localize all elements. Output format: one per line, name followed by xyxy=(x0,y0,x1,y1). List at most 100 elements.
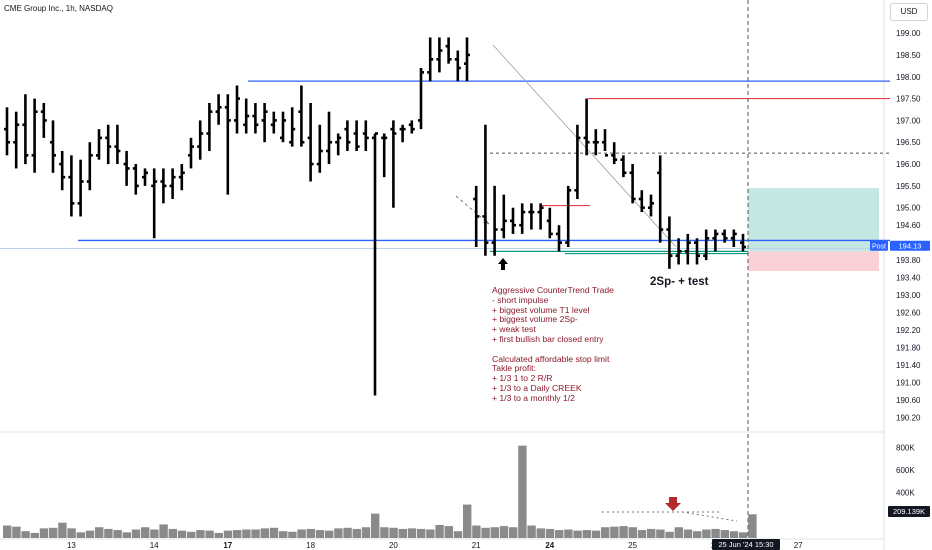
volume-bar xyxy=(343,527,352,538)
volume-bar xyxy=(361,527,371,538)
price-tick-label: 194.60 xyxy=(896,221,921,230)
currency-button[interactable]: USD xyxy=(890,3,928,21)
position-label: Post xyxy=(872,244,886,251)
volume-bar xyxy=(177,530,187,538)
volume-bar xyxy=(67,528,76,538)
volume-bar xyxy=(389,527,398,538)
last-volume-badge xyxy=(888,506,930,517)
volume-bar xyxy=(233,530,242,538)
chart-drawings xyxy=(455,0,749,550)
price-tick-label: 191.80 xyxy=(896,343,921,352)
volume-bar xyxy=(315,530,325,538)
note-line: + 1/3 to a monthly 1/2 xyxy=(492,392,575,403)
volume-bar xyxy=(95,527,104,538)
volume-bar xyxy=(187,531,196,538)
volume-tick-label: 400K xyxy=(896,489,915,498)
loss-zone xyxy=(748,251,879,272)
trade-notes: Aggressive CounterTrend Trade - short imp… xyxy=(492,285,614,404)
volume-bar xyxy=(297,529,306,538)
volume-bar xyxy=(739,532,748,538)
note-line: + biggest volume 2Sp- xyxy=(492,314,578,325)
note-line: + 1/3 to a Daily CREEK xyxy=(492,382,582,393)
crosshair-time-badge xyxy=(712,539,780,550)
time-tick-label: 21 xyxy=(472,541,481,550)
horizontal-levels xyxy=(0,80,890,255)
volume-bar xyxy=(288,531,297,538)
volume-bar xyxy=(683,529,693,538)
volume-bar xyxy=(39,528,49,538)
trend-line xyxy=(492,44,677,248)
risk-reward-zones xyxy=(748,188,879,272)
price-tick-label: 198.50 xyxy=(896,51,921,60)
price-tick-label: 193.80 xyxy=(896,256,921,265)
volume-bar xyxy=(573,530,582,538)
volume-axis: 800K 600K 400K xyxy=(896,443,915,497)
time-tick-label: 13 xyxy=(67,541,76,550)
note-line: Takle profit: xyxy=(492,363,536,374)
volume-bar xyxy=(306,528,315,538)
chart-grid xyxy=(0,0,885,550)
volume-bar xyxy=(380,527,389,538)
note-line: Calculated affordable stop limit xyxy=(492,353,610,364)
volume-bar xyxy=(205,530,214,538)
volume-bar xyxy=(141,527,150,538)
volume-bar xyxy=(637,530,647,538)
volume-bar xyxy=(279,531,288,538)
price-tick-label: 190.60 xyxy=(896,396,921,405)
volume-bar xyxy=(407,528,417,538)
volume-bar xyxy=(490,527,499,538)
price-tick-label: 192.20 xyxy=(896,326,921,335)
price-tick-label: 195.50 xyxy=(896,182,921,191)
volume-bar xyxy=(472,525,481,538)
profit-zone xyxy=(748,188,879,252)
dashed-arrow-line xyxy=(455,195,490,225)
volume-bar xyxy=(545,528,555,538)
volume-bar xyxy=(214,532,223,538)
volume-bar xyxy=(463,504,472,538)
volume-bar xyxy=(444,526,453,538)
volume-bar xyxy=(334,528,343,538)
trade-label: 2Sp- + test xyxy=(650,276,709,288)
price-tick-label: 193.00 xyxy=(896,291,921,300)
price-tick-label: 195.00 xyxy=(896,204,921,213)
price-tick-label: 196.50 xyxy=(896,138,921,147)
volume-bars xyxy=(3,445,757,538)
time-tick-label: 25 xyxy=(628,541,637,550)
volume-bar xyxy=(196,530,205,538)
volume-bar xyxy=(499,526,509,538)
volume-bar xyxy=(711,528,720,538)
crosshair-time-label: 25 Jun '24 15:30 xyxy=(718,540,773,549)
volume-bar xyxy=(582,530,591,538)
time-tick-label: 24 xyxy=(545,541,554,550)
volume-bar xyxy=(748,514,757,538)
volume-dashed-slope xyxy=(681,511,738,522)
price-tick-label: 192.60 xyxy=(896,308,921,317)
volume-tick-label: 600K xyxy=(896,466,915,475)
time-tick-label: 20 xyxy=(389,541,398,550)
volume-bar xyxy=(131,529,141,538)
volume-bar xyxy=(435,524,444,538)
volume-bar xyxy=(352,528,361,538)
price-tick-label: 198.00 xyxy=(896,73,921,82)
volume-bar xyxy=(12,526,21,538)
volume-bar xyxy=(720,530,729,538)
volume-bar xyxy=(628,527,637,538)
volume-bar xyxy=(398,528,407,538)
price-axis[interactable]: 199.00 198.50 198.00 197.50 197.00 196.50 196.… xyxy=(896,29,921,422)
time-axis[interactable]: 13141718202124252627 xyxy=(67,541,803,550)
volume-bar xyxy=(702,529,711,538)
volume-bar xyxy=(150,529,159,538)
note-line: + first bullish bar closed entry xyxy=(492,333,604,344)
price-tick-label: 196.00 xyxy=(896,160,921,169)
volume-bar xyxy=(104,528,113,538)
volume-bar xyxy=(223,530,233,538)
volume-bar xyxy=(601,527,610,538)
volume-bar xyxy=(647,528,656,538)
time-tick-label: 27 xyxy=(794,541,803,550)
last-price-badge xyxy=(890,240,930,251)
volume-bar xyxy=(729,531,739,538)
volume-bar xyxy=(21,531,30,538)
note-line: + 1/3 1 to 2 R/R xyxy=(492,373,553,384)
price-tick-label: 191.40 xyxy=(896,361,921,370)
